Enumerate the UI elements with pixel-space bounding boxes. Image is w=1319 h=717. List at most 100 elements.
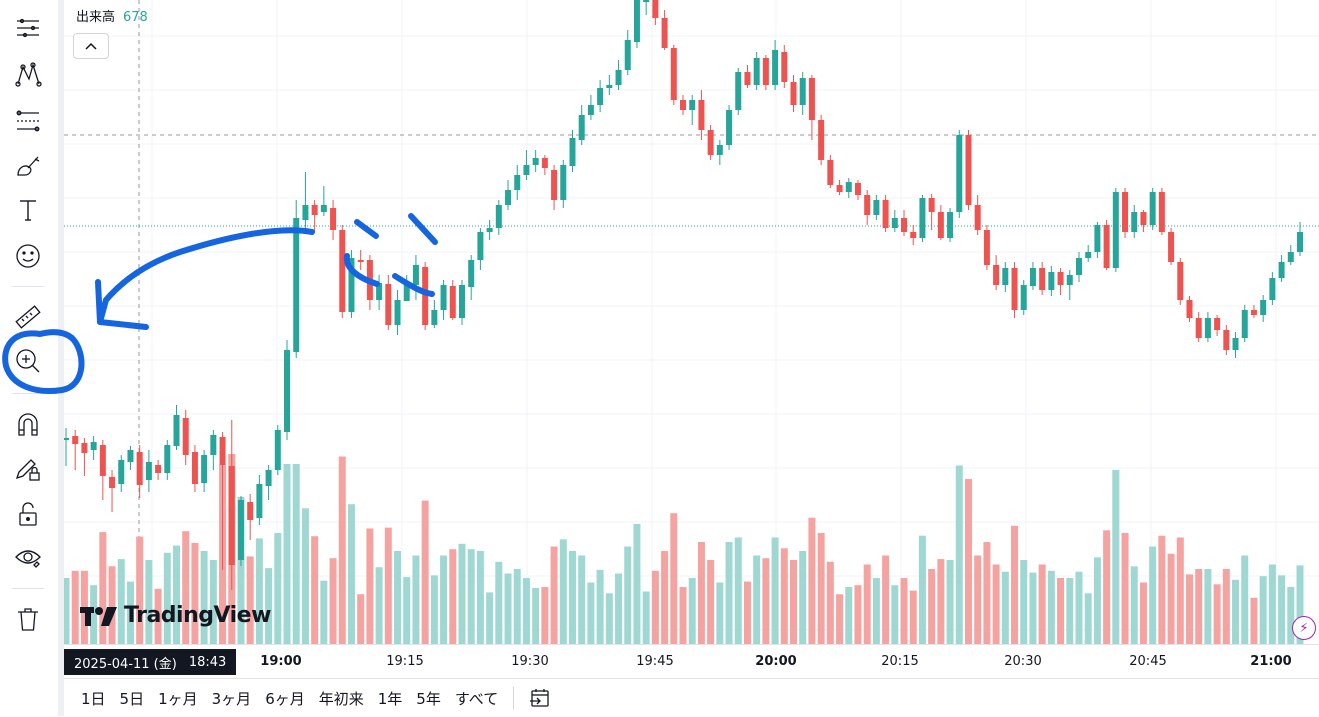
tradingview-logo[interactable]: TradingView [80, 603, 271, 628]
candle-body [477, 232, 484, 260]
range-5y-button[interactable]: 5年 [416, 689, 441, 708]
volume-bar [412, 555, 420, 644]
candle-body [64, 438, 69, 440]
volume-bar [1158, 535, 1166, 644]
volume-bar [964, 479, 972, 644]
brush-icon[interactable] [8, 146, 48, 186]
candle-body [983, 230, 990, 265]
menu-icon[interactable] [8, 9, 48, 49]
volume-bar [808, 517, 816, 644]
volume-bar [1011, 525, 1019, 644]
candle-body [1223, 330, 1230, 350]
volume-bar [209, 560, 217, 644]
candle-body [799, 78, 806, 105]
volume-bar [882, 555, 890, 644]
candle-body [1214, 318, 1221, 330]
volume-bar [126, 581, 134, 644]
candle-body [376, 283, 383, 300]
volume-bar [1167, 553, 1175, 644]
candle-body [449, 286, 456, 318]
range-ytd-button[interactable]: 年初来 [318, 689, 364, 708]
volume-legend: 出来高 678 [76, 6, 148, 25]
candle-body [1140, 212, 1147, 225]
volume-bar [347, 504, 355, 644]
time-axis[interactable]: 2025-04-11 (金) 18:43 19:00 19:15 19:30 19:4… [64, 644, 1319, 679]
range-1d-button[interactable]: 1日 [81, 689, 106, 708]
candle-body [947, 212, 954, 238]
range-1m-button[interactable]: 1ヶ月 [158, 689, 198, 708]
volume-bar [670, 513, 678, 644]
candle-body [1250, 310, 1257, 315]
volume-bar [1121, 533, 1129, 644]
volume-bar [375, 567, 383, 644]
volume-bar [707, 560, 715, 644]
magnet-icon[interactable] [8, 404, 48, 444]
emoji-icon[interactable] [8, 236, 48, 276]
range-6m-button[interactable]: 6ヶ月 [265, 689, 305, 708]
volume-bar [743, 581, 751, 644]
lightning-icon[interactable]: ⚡ [1292, 616, 1316, 640]
volume-bar [1112, 470, 1120, 644]
toolbar-divider [12, 393, 44, 394]
volume-bar [605, 593, 613, 644]
candle-body [1131, 212, 1138, 232]
volume-bar [200, 551, 208, 644]
candle-body [1075, 258, 1082, 275]
candle-body [486, 228, 493, 232]
volume-bar [338, 456, 346, 644]
candle-body [1048, 272, 1055, 290]
candle-body [633, 0, 640, 42]
candle-body [965, 135, 972, 205]
volume-bar [1176, 537, 1184, 644]
text-icon[interactable] [8, 190, 48, 230]
candle-body [210, 435, 217, 455]
volume-bar [274, 533, 282, 644]
candle-body [680, 100, 686, 110]
pattern-icon[interactable] [8, 54, 48, 94]
candle-body [541, 158, 548, 168]
toolbar-divider [12, 286, 44, 287]
range-5d-button[interactable]: 5日 [119, 689, 145, 708]
volume-bar [64, 578, 70, 644]
volume-bar [1296, 565, 1304, 644]
lock-icon[interactable] [8, 494, 48, 534]
volume-bar [320, 580, 328, 644]
fib-icon[interactable] [8, 101, 48, 141]
candle-body [284, 350, 291, 432]
range-all-button[interactable]: すべて [454, 689, 499, 708]
trash-icon[interactable] [8, 599, 48, 639]
candle-body [219, 437, 226, 465]
candle-body [523, 165, 530, 175]
collapse-legend-button[interactable] [73, 33, 109, 59]
candle-body [514, 175, 521, 190]
volume-bar [826, 561, 834, 644]
volume-bar [108, 566, 116, 644]
volume-bar [237, 497, 245, 644]
candle-body [118, 460, 125, 484]
candle-body [560, 165, 567, 200]
lock-pencil-icon[interactable] [8, 449, 48, 489]
candle-body [993, 265, 1000, 285]
candle-body [1066, 275, 1073, 285]
candle-body [790, 82, 797, 105]
candle-body [293, 218, 300, 352]
goto-date-button[interactable] [522, 686, 558, 710]
volume-bar [771, 537, 779, 644]
chart-pane[interactable] [64, 0, 1319, 644]
volume-bar [596, 569, 604, 644]
candle-body [495, 205, 502, 228]
volume-bar [716, 582, 724, 644]
time-tick-label: 20:15 [881, 654, 919, 669]
volume-bar [467, 549, 475, 644]
candle-body [311, 205, 318, 215]
volume-bar [992, 564, 1000, 644]
volume-bar [587, 582, 595, 644]
ruler-icon[interactable] [8, 297, 48, 337]
range-1y-button[interactable]: 1年 [377, 689, 403, 708]
candle-body [845, 182, 852, 192]
zoom-in-icon[interactable] [8, 341, 48, 381]
range-3m-button[interactable]: 3ヶ月 [211, 689, 252, 708]
candlestick-chart[interactable] [64, 0, 1319, 644]
eye-icon[interactable] [8, 538, 48, 578]
crosshair-time-label: 2025-04-11 (金) 18:43 [64, 649, 237, 675]
